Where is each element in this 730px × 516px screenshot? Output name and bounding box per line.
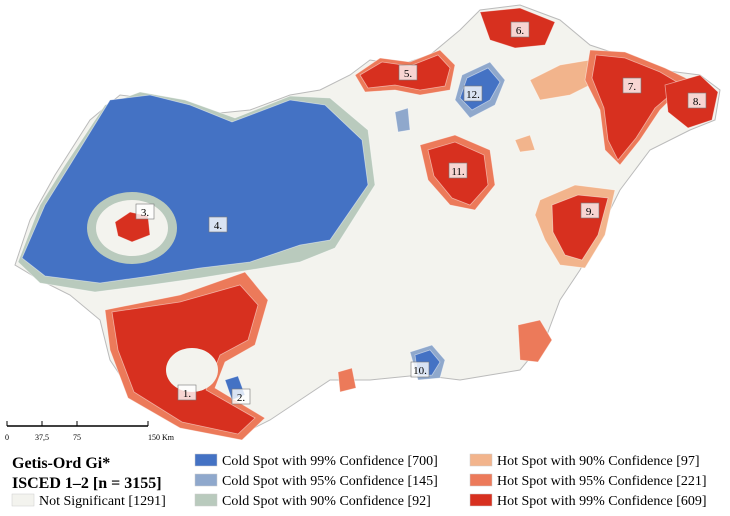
hot-90-area <box>514 134 536 153</box>
legend-swatch <box>194 493 218 507</box>
legend-label: Hot Spot with 95% Confidence [221] <box>497 474 707 489</box>
cluster-label: 12. <box>466 89 480 101</box>
cold-95-area <box>394 107 411 133</box>
cluster-label: 9. <box>586 206 595 218</box>
legend-swatch <box>11 493 35 507</box>
legend-title: Getis-Ord Gi* <box>12 455 110 472</box>
cluster-box <box>231 388 251 405</box>
cluster-box <box>622 77 642 94</box>
cluster-label: 2. <box>237 392 246 404</box>
inner-area <box>166 348 218 392</box>
hot-95-area <box>337 367 357 393</box>
cluster-box <box>135 203 155 220</box>
legend-label: Cold Spot with 90% Confidence [92] <box>222 494 431 509</box>
cluster-box <box>580 202 600 219</box>
cluster-box <box>510 21 530 38</box>
cluster-box <box>398 64 418 81</box>
cluster-box <box>687 92 707 109</box>
cluster-box <box>463 85 483 102</box>
cluster-label: 5. <box>404 68 413 80</box>
cluster-label: 3. <box>141 207 150 219</box>
legend-swatch <box>469 473 493 487</box>
scale-label: 75 <box>73 433 81 442</box>
hot-95-area <box>517 319 553 363</box>
scale-label: 0 <box>5 433 9 442</box>
legend-label: Cold Spot with 99% Confidence [700] <box>222 454 438 469</box>
cluster-label: 7. <box>628 81 637 93</box>
legend-swatch <box>194 453 218 467</box>
cluster-label: 8. <box>693 96 702 108</box>
legend-subtitle: ISCED 1–2 [n = 3155] <box>12 475 162 492</box>
scale-label: 150 Km <box>148 433 175 442</box>
legend-label: Hot Spot with 90% Confidence [97] <box>497 454 700 469</box>
cluster-box <box>208 216 228 233</box>
cluster-label: 6. <box>516 25 525 37</box>
legend-label: Hot Spot with 99% Confidence [609] <box>497 494 707 509</box>
legend-label: Not Significant [1291] <box>39 494 166 509</box>
hot-99-area <box>114 211 151 243</box>
regions <box>14 4 721 441</box>
cluster-box <box>448 162 468 179</box>
legend-swatch <box>469 493 493 507</box>
cluster-box <box>177 384 197 401</box>
hot-99-area <box>591 54 683 161</box>
cluster-label: 4. <box>214 220 223 232</box>
legend-swatch <box>469 453 493 467</box>
legend-swatch <box>194 473 218 487</box>
cluster-label: 10. <box>413 365 427 377</box>
overlay: 1. 2. 3. 4. 5. 6. 7. 8. 9. 10. 11. 12. 0 37,5 75 150 Km… <box>5 21 707 509</box>
cluster-label: 1. <box>183 388 192 400</box>
cluster-label: 11. <box>451 166 465 178</box>
scale-label: 37,5 <box>35 433 49 442</box>
legend-label: Cold Spot with 95% Confidence [145] <box>222 474 438 489</box>
cluster-box <box>410 361 430 378</box>
